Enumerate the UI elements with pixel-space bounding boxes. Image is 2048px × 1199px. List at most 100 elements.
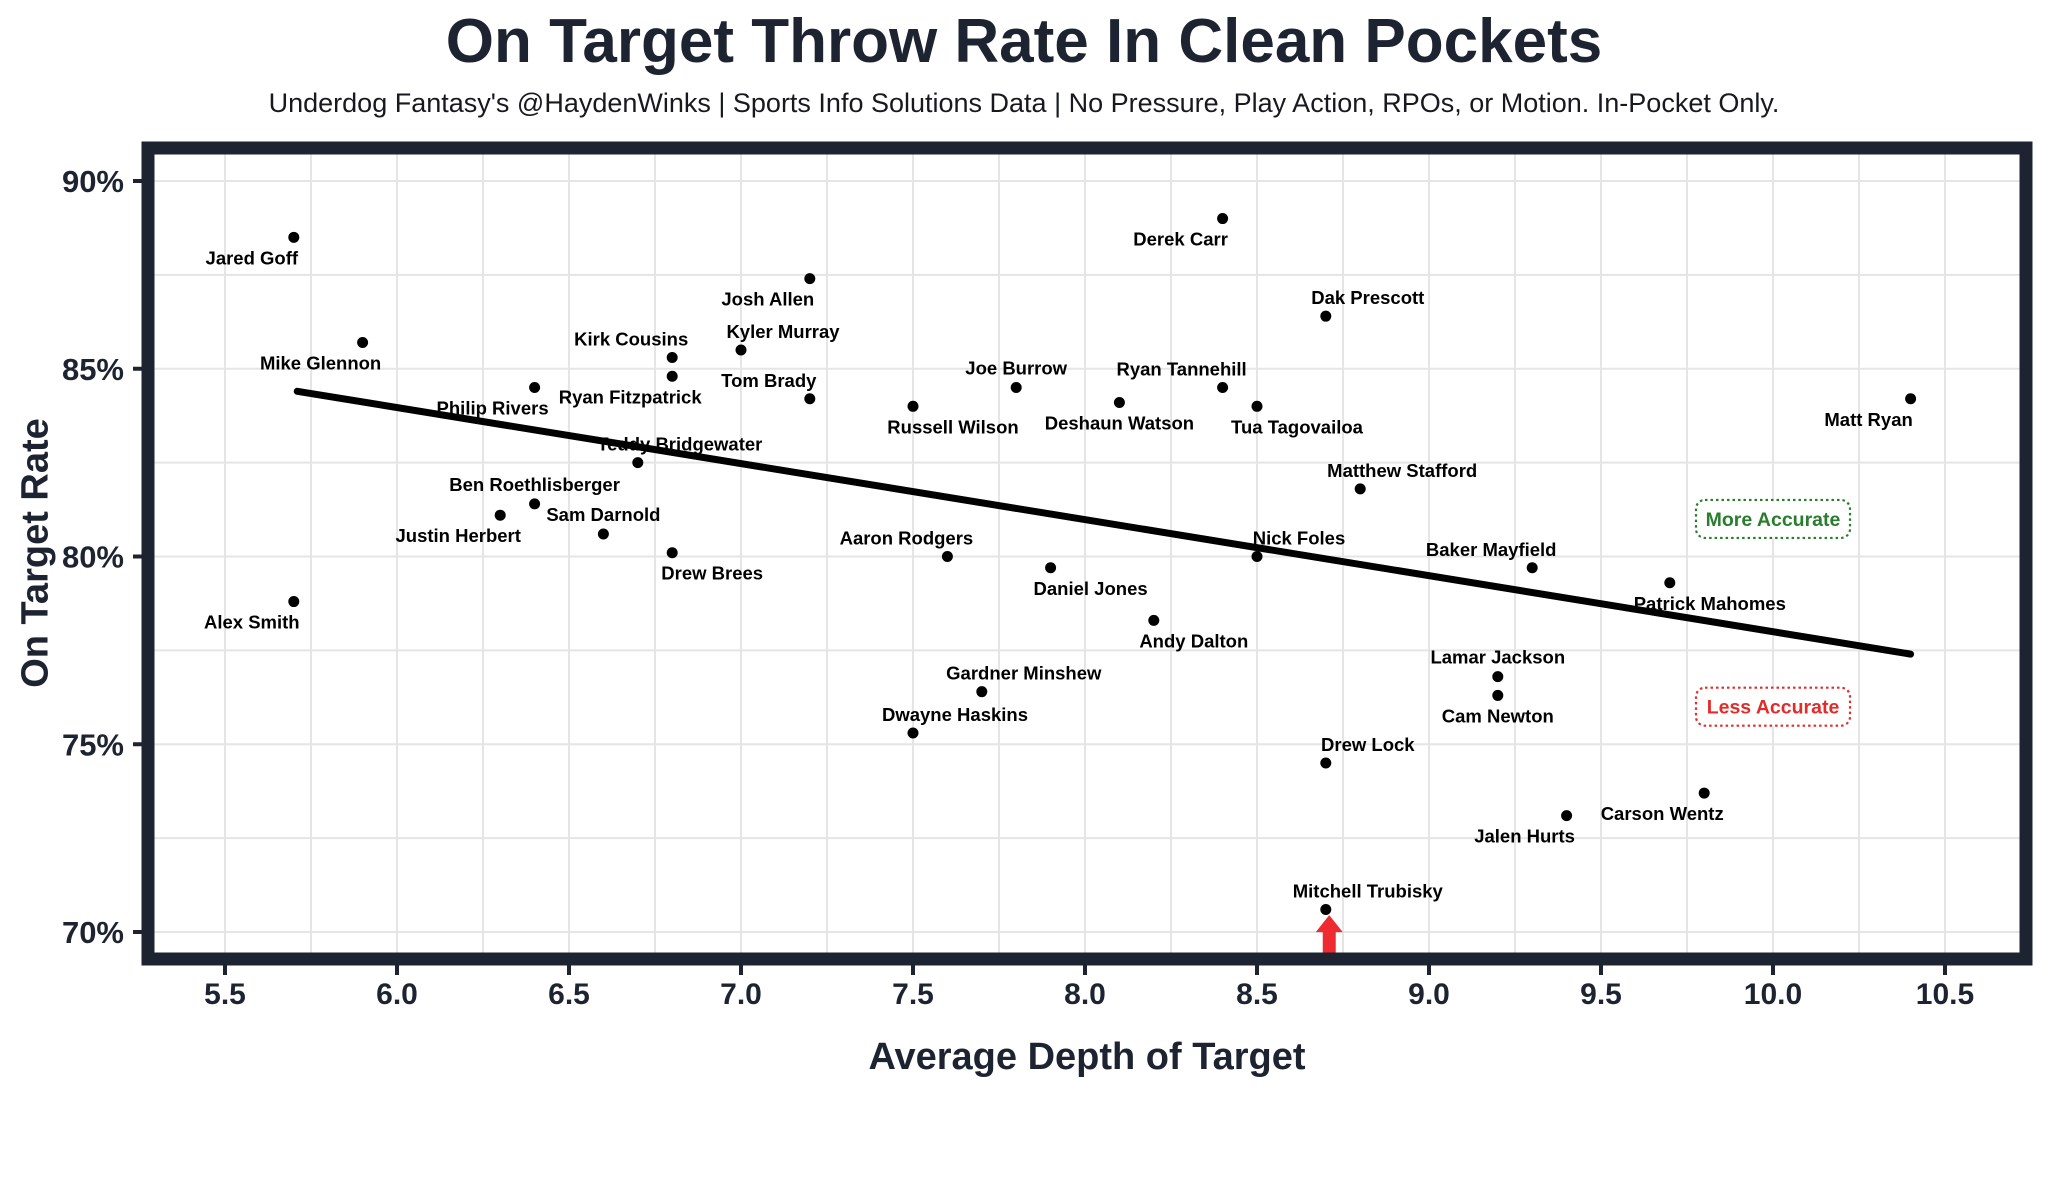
data-point	[1251, 551, 1263, 562]
chart-title: On Target Throw Rate In Clean Pockets	[445, 7, 1603, 76]
player-label: Deshaun Watson	[1045, 413, 1194, 434]
data-point	[1320, 903, 1332, 915]
x-tick-label: 9.0	[1408, 978, 1450, 1011]
axis-ticks: 5.5 6.0 6.5 7.0 7.5 8.0 8.5 9.0 9.5 10.0 10.5 70% 75…	[62, 164, 1974, 1011]
data-point	[597, 528, 609, 540]
data-point	[1320, 310, 1332, 322]
player-label: Matt Ryan	[1824, 409, 1912, 430]
player-label: Mike Glennon	[260, 352, 381, 373]
player-label: Derek Carr	[1133, 229, 1228, 250]
data-point	[494, 509, 506, 521]
x-tick-label: 7.5	[892, 978, 934, 1011]
x-tick-label: 8.0	[1064, 978, 1106, 1011]
data-point	[529, 382, 541, 394]
data-point	[1251, 400, 1263, 412]
data-point	[907, 400, 919, 412]
gridlines	[148, 148, 2026, 959]
player-label: Patrick Mahomes	[1634, 593, 1786, 614]
x-tick-label: 9.5	[1580, 978, 1622, 1011]
player-label: Jared Goff	[206, 247, 299, 268]
data-point	[1148, 614, 1160, 626]
highlight-arrow-icon	[1315, 915, 1343, 954]
player-label: Ryan Tannehill	[1116, 359, 1246, 380]
x-tick-label: 5.5	[204, 978, 246, 1011]
y-tick-label: 90%	[62, 164, 124, 199]
player-label: Gardner Minshew	[946, 663, 1102, 684]
data-point	[666, 351, 678, 363]
y-axis-title: On Target Rate	[14, 418, 57, 688]
x-tick-label: 6.5	[548, 978, 590, 1011]
player-label: Dwayne Haskins	[882, 704, 1028, 725]
chart-subtitle: Underdog Fantasy's @HaydenWinks | Sports…	[268, 88, 1780, 118]
data-point	[1698, 787, 1710, 799]
data-point	[735, 344, 747, 356]
player-label: Josh Allen	[721, 289, 814, 310]
player-label: Matthew Stafford	[1327, 460, 1477, 481]
y-tick-label: 70%	[62, 915, 124, 950]
data-point	[804, 393, 816, 405]
data-point	[666, 547, 678, 559]
more-accurate-label: More Accurate	[1706, 509, 1841, 531]
more-accurate-badge: More Accurate	[1694, 498, 1852, 540]
y-tick-label: 85%	[62, 352, 124, 387]
less-accurate-label: Less Accurate	[1707, 697, 1840, 719]
data-point	[804, 273, 816, 285]
more-accurate-box	[1694, 498, 1852, 540]
data-point	[357, 336, 369, 348]
data-point	[907, 727, 919, 739]
player-label: Daniel Jones	[1034, 578, 1148, 599]
data-point	[1526, 562, 1538, 574]
data-point	[1010, 382, 1022, 394]
data-point	[1217, 213, 1229, 225]
player-label: Sam Darnold	[546, 504, 660, 525]
player-label: Mitchell Trubisky	[1293, 880, 1444, 901]
player-label: Jalen Hurts	[1474, 826, 1575, 847]
x-tick-label: 8.5	[1236, 978, 1278, 1011]
data-point	[1905, 393, 1917, 405]
player-label: Baker Mayfield	[1426, 539, 1557, 560]
data-point	[941, 551, 953, 562]
x-tick-label: 6.0	[376, 978, 418, 1011]
data-point	[1354, 483, 1366, 495]
player-label: Andy Dalton	[1139, 630, 1248, 651]
data-point	[1561, 810, 1573, 822]
data-point	[632, 457, 644, 469]
data-point	[666, 370, 678, 382]
player-label: Philip Rivers	[437, 398, 549, 419]
player-label: Ben Roethlisberger	[449, 474, 620, 495]
data-point	[1113, 397, 1125, 409]
player-label: Teddy Bridgewater	[597, 434, 762, 455]
data-point	[529, 498, 541, 510]
data-point	[1320, 757, 1332, 769]
x-axis-title: Average Depth of Target	[868, 1036, 1306, 1078]
plot-border	[141, 141, 2033, 966]
player-label: Carson Wentz	[1601, 803, 1724, 824]
x-tick-label: 7.0	[720, 978, 762, 1011]
player-label: Tom Brady	[721, 370, 817, 391]
data-point	[1664, 577, 1676, 589]
player-label: Aaron Rodgers	[840, 528, 974, 549]
player-label: Joe Burrow	[965, 358, 1067, 379]
data-point	[976, 686, 988, 698]
player-label: Drew Brees	[661, 563, 763, 584]
data-point	[1492, 671, 1504, 683]
player-label: Alex Smith	[204, 612, 300, 633]
player-label: Tua Tagovailoa	[1231, 416, 1364, 437]
less-accurate-badge: Less Accurate	[1694, 686, 1852, 727]
player-label: Justin Herbert	[395, 525, 520, 546]
trend-line	[293, 387, 1915, 658]
player-label: Lamar Jackson	[1430, 647, 1565, 668]
x-tick-label: 10.0	[1744, 978, 1802, 1011]
data-point	[288, 231, 300, 243]
player-label: Drew Lock	[1321, 734, 1415, 755]
less-accurate-box	[1694, 686, 1852, 727]
data-point	[1217, 382, 1229, 394]
player-labels: Jared Goff Mike Glennon Alex Smith Philip R…	[204, 229, 1913, 902]
x-tick-label: 10.5	[1916, 978, 1974, 1011]
data-point	[288, 596, 300, 608]
player-label: Russell Wilson	[887, 416, 1018, 437]
data-point	[1492, 689, 1504, 701]
player-label: Cam Newton	[1442, 705, 1554, 726]
